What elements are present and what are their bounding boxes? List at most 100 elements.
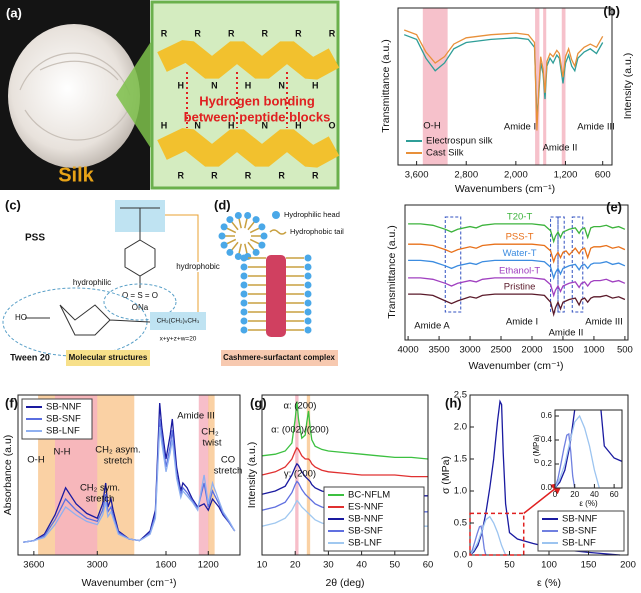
legend-label: BC-NFLM [348,490,390,501]
surfactant-head [252,248,260,256]
series-line [469,515,507,556]
surfactant-head [304,299,312,307]
legend-label: Cast Silk [426,148,464,159]
tail-label: Hydrophobic tail [290,227,344,236]
chain-atom: H [245,80,252,90]
annotation: γ: (200) [284,469,316,480]
y-tick-label: 1.5 [454,454,467,465]
annotation: Amide I [504,122,536,133]
x-tick-label: 0 [467,560,472,571]
surfactant-head [218,232,226,240]
x-tick-label: 50 [504,560,515,571]
surfactant-tail [247,221,255,231]
chain-atom: N [278,80,285,90]
legend-label: Electrospun silk [426,136,493,147]
chain-atom: R [262,28,269,38]
y-axis-label: Transmittance (a.u.) [380,39,392,133]
y-axis-label: Absorbance (a.u) [2,435,14,516]
annotation: stretch [86,494,115,505]
surfactant-head [252,216,260,224]
annotation: Amide II [543,143,578,154]
legend-tail [269,229,287,235]
legend-label: SB-SNF [46,414,81,425]
x-tick-label: 200 [620,560,636,571]
series-label: Ethanol-T [499,265,540,276]
surfactant-tail [244,218,248,229]
surfactant-head [240,281,248,289]
surfactant-tail [231,241,239,251]
surfactant-head [220,241,228,249]
tween-skeleton [25,304,151,336]
surfactant-head [304,263,312,271]
panel-label: (e) [606,199,622,214]
annotation: O-H [423,121,441,132]
inset-x-label: ε (%) [579,499,598,508]
surfactant-tail [226,227,237,234]
surfactant-tail [226,238,237,245]
x-axis-label: ε (%) [537,577,561,589]
series-line [261,401,429,460]
annotation: CH₂ [201,427,219,438]
x-tick-label: 100 [541,560,557,571]
series-label: PSS-T [506,232,534,243]
surfactant-tail [238,218,242,229]
chain-atom: R [312,170,319,180]
surfactant-head [258,223,266,231]
surfactant-head [240,308,248,316]
tween-label: Tween 20 [10,352,50,362]
surfactant-head [258,241,266,249]
x-tick-label: 60 [423,560,434,571]
annotation: Amide III [577,122,615,133]
peptide-chain [157,128,340,168]
x-tick-label: 1200 [198,560,219,571]
hydrophobic-label: hydrophobic [176,262,220,271]
y-tick-label: 2.0 [454,422,467,433]
hydroxyl: HO [15,313,27,322]
x-tick-label: 3600 [23,560,44,571]
x-tick-label: 2500 [490,345,511,356]
bond-text: Hydrogen bonding [199,93,315,108]
chain-atom: H [161,120,168,130]
annotation: O-H [27,455,45,466]
backbone [120,207,160,240]
x-tick-label: 1000 [583,345,604,356]
annotation: Amide II [549,328,584,339]
surfactant-tail [249,227,260,234]
y-tick-label: 0.5 [454,518,467,529]
chain-atom: R [211,170,218,180]
surfactant-tail [247,241,255,251]
x-tick-label: 60 [610,490,619,499]
sum-label: x+y+z+w=20 [160,336,197,343]
series-line [408,277,626,298]
series-line [408,243,626,264]
x-tick-label: 1,200 [554,170,578,181]
chain-atom: H [228,120,235,130]
hydrophobic-region [150,312,206,330]
plot-frame [397,7,613,166]
highlight-box [571,216,584,313]
chain-atom: R [245,170,252,180]
annotation: N-H [54,447,71,458]
x-tick-label: 1600 [155,560,176,571]
y-tick-label: 1.0 [454,486,467,497]
x-tick-label: 40 [590,490,599,499]
legend-label: SB-NNF [562,514,598,525]
caption: Cashmere-surfactant complex [223,353,335,362]
panel-label: (b) [603,3,620,18]
peptide-chain [157,40,340,80]
surfactant-head [304,308,312,316]
zoom-arrow [523,482,564,514]
y-axis-label: Intensity (a.u.) [246,442,258,509]
plot-frame [17,394,241,556]
micelle [218,212,268,260]
legend-head [272,211,280,219]
band [295,395,299,555]
y-tick-label: 0.2 [541,459,553,468]
x-axis-label: 2θ (deg) [325,577,364,589]
annotation: twist [203,438,222,449]
x-axis-label: Wavenumber (cm⁻¹) [469,360,564,372]
surfactant-head [226,248,234,256]
x-tick-label: 30 [323,560,334,571]
surfactant-shell [240,254,312,334]
series-label: Water-T [503,248,537,259]
